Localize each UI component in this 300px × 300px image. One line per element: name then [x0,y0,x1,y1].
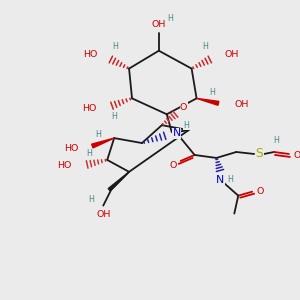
Text: HO: HO [83,50,97,59]
Text: OH: OH [96,210,110,219]
Text: O: O [172,130,179,139]
Text: H: H [86,149,92,158]
Text: HO: HO [64,143,78,152]
Text: O: O [256,187,264,196]
Text: H: H [209,88,215,97]
Polygon shape [196,98,219,105]
Text: H: H [184,121,190,130]
Polygon shape [92,138,114,148]
Text: H: H [227,175,233,184]
Text: N: N [216,175,224,185]
Text: H: H [95,130,101,139]
Text: OH: OH [224,50,239,59]
Text: H: H [88,195,94,204]
Text: N: N [172,128,181,138]
Text: H: H [202,42,208,51]
Text: OH: OH [234,100,249,109]
Polygon shape [108,172,129,191]
Text: H: H [167,14,173,23]
Text: O: O [169,161,176,170]
Text: S: S [255,148,263,160]
Text: H: H [112,42,118,51]
Text: HO: HO [82,104,96,113]
Text: H: H [273,136,279,145]
Text: O: O [180,103,188,112]
Text: O: O [293,152,300,160]
Text: H: H [111,112,117,121]
Text: OH: OH [152,20,166,29]
Text: HO: HO [57,161,71,170]
